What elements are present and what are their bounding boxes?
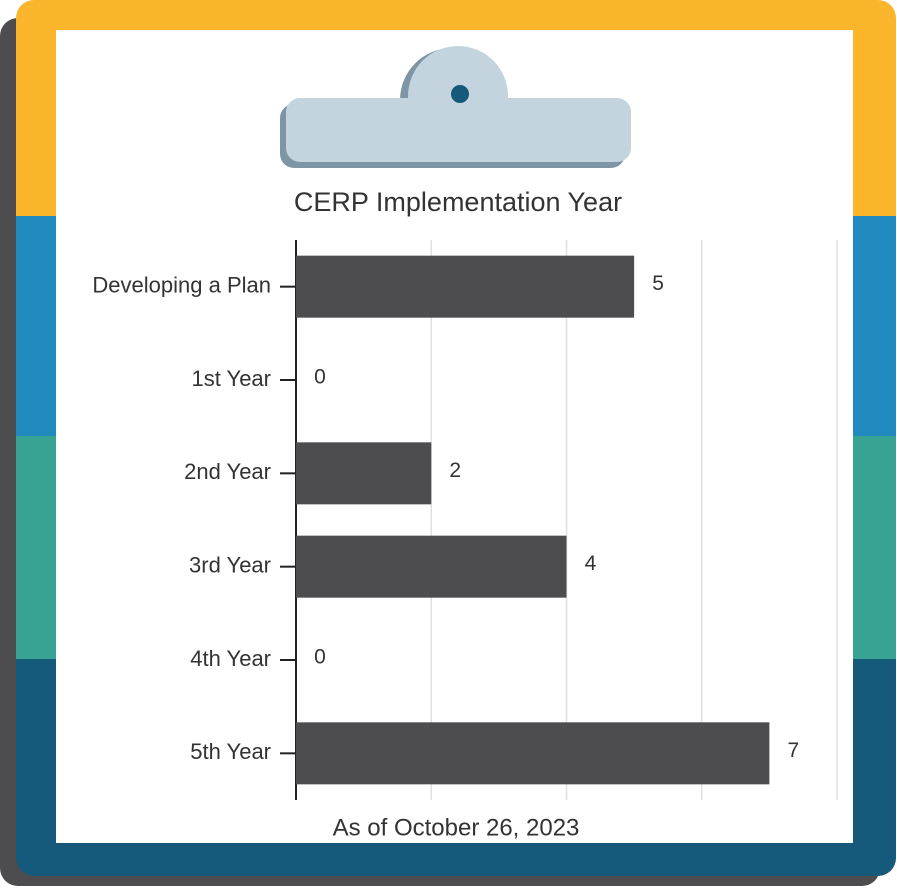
y-tick-label: 3rd Year (189, 552, 271, 577)
value-label: 7 (788, 739, 800, 762)
chart-title: CERP Implementation Year (294, 187, 622, 217)
y-tick-label: Developing a Plan (92, 272, 271, 297)
y-tick-label: 4th Year (190, 646, 271, 671)
chart: CERP Implementation Year As of October 2… (0, 0, 897, 886)
value-label: 0 (314, 646, 326, 669)
value-label: 5 (652, 272, 664, 295)
bar (296, 256, 634, 318)
value-label: 0 (314, 366, 326, 389)
value-label: 2 (449, 459, 461, 482)
footnote: As of October 26, 2023 (333, 814, 580, 841)
bar (296, 722, 769, 784)
bar (296, 536, 567, 598)
y-tick-label: 5th Year (190, 739, 271, 764)
y-tick-label: 2nd Year (184, 459, 271, 484)
value-label: 4 (585, 552, 597, 575)
y-tick-label: 1st Year (191, 366, 271, 391)
bar (296, 442, 431, 504)
